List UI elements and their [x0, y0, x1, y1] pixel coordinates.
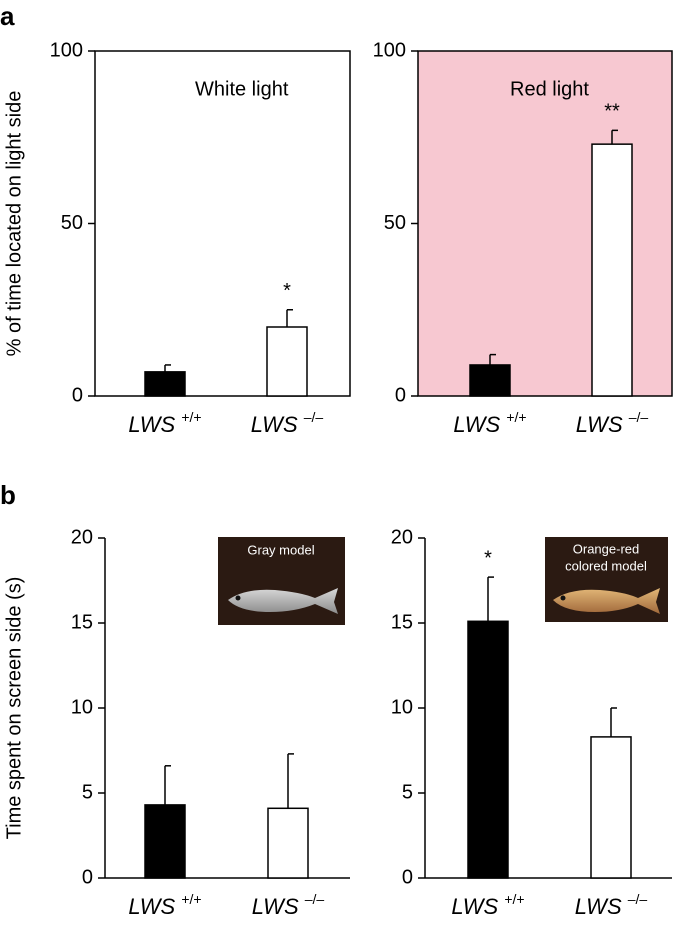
x-tick-label: LWS +/+: [453, 409, 526, 437]
x-tick-label: LWS –/–: [576, 409, 649, 437]
x-tick-label: LWS –/–: [251, 409, 324, 437]
fish-eye: [235, 595, 241, 601]
y-axis-label: Time spent on screen side (s): [3, 577, 25, 840]
y-tick-label: 0: [395, 384, 406, 406]
bar: [144, 371, 186, 397]
inset: Orange-red colored model: [545, 537, 668, 622]
plot-background: [418, 51, 672, 396]
bar: [469, 364, 511, 397]
y-tick-label: 50: [384, 212, 406, 234]
x-tick-label: LWS –/–: [252, 891, 325, 919]
inset-label: Gray model: [247, 542, 314, 557]
inset-label: colored model: [565, 558, 647, 573]
y-tick-label: 100: [50, 39, 83, 61]
y-tick-label: 10: [391, 696, 413, 718]
significance-mark: *: [283, 280, 291, 302]
y-tick-label: 0: [72, 384, 83, 406]
y-tick-label: 0: [402, 866, 413, 888]
panel-label: b: [0, 480, 16, 510]
plot-background: [95, 51, 350, 396]
x-tick-label: LWS +/+: [128, 409, 201, 437]
y-tick-label: 20: [71, 526, 93, 548]
y-tick-label: 100: [373, 39, 406, 61]
fish-eye: [560, 595, 566, 601]
y-tick-label: 5: [82, 781, 93, 803]
y-axis-label: % of time located on light side: [3, 91, 25, 357]
x-tick-label: LWS +/+: [128, 891, 201, 919]
y-tick-label: 5: [402, 781, 413, 803]
panel-label: a: [0, 1, 15, 31]
bar: [267, 807, 309, 879]
bar: [144, 804, 186, 879]
panel-title: White light: [195, 78, 289, 100]
inset: Gray model: [218, 537, 345, 625]
bar: [266, 326, 308, 397]
y-tick-label: 20: [391, 526, 413, 548]
inset-label: Orange-red: [573, 541, 639, 556]
y-tick-label: 15: [71, 611, 93, 633]
significance-mark: *: [484, 547, 492, 569]
significance-mark: **: [604, 101, 620, 123]
y-tick-label: 10: [71, 696, 93, 718]
panel-title: Red light: [510, 78, 589, 100]
fish-illustration: [553, 588, 660, 614]
bar: [467, 620, 509, 879]
x-tick-label: LWS +/+: [451, 891, 524, 919]
y-tick-label: 50: [61, 212, 83, 234]
fish-illustration: [228, 588, 338, 614]
bar: [590, 736, 632, 879]
y-tick-label: 0: [82, 866, 93, 888]
x-tick-label: LWS –/–: [575, 891, 648, 919]
y-tick-label: 15: [391, 611, 413, 633]
bar: [591, 143, 633, 397]
